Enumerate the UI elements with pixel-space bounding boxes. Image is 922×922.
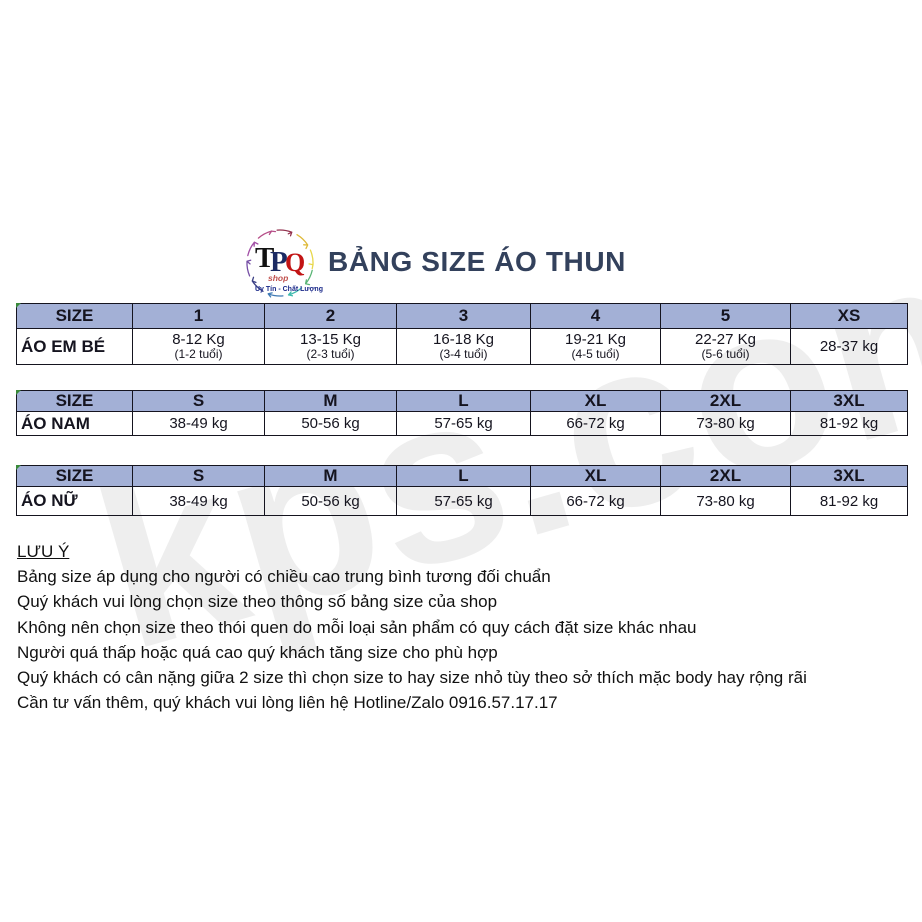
svg-text:Uy Tín - Chất Lượng: Uy Tín - Chất Lượng [255, 285, 323, 293]
svg-text:shop: shop [268, 273, 288, 283]
